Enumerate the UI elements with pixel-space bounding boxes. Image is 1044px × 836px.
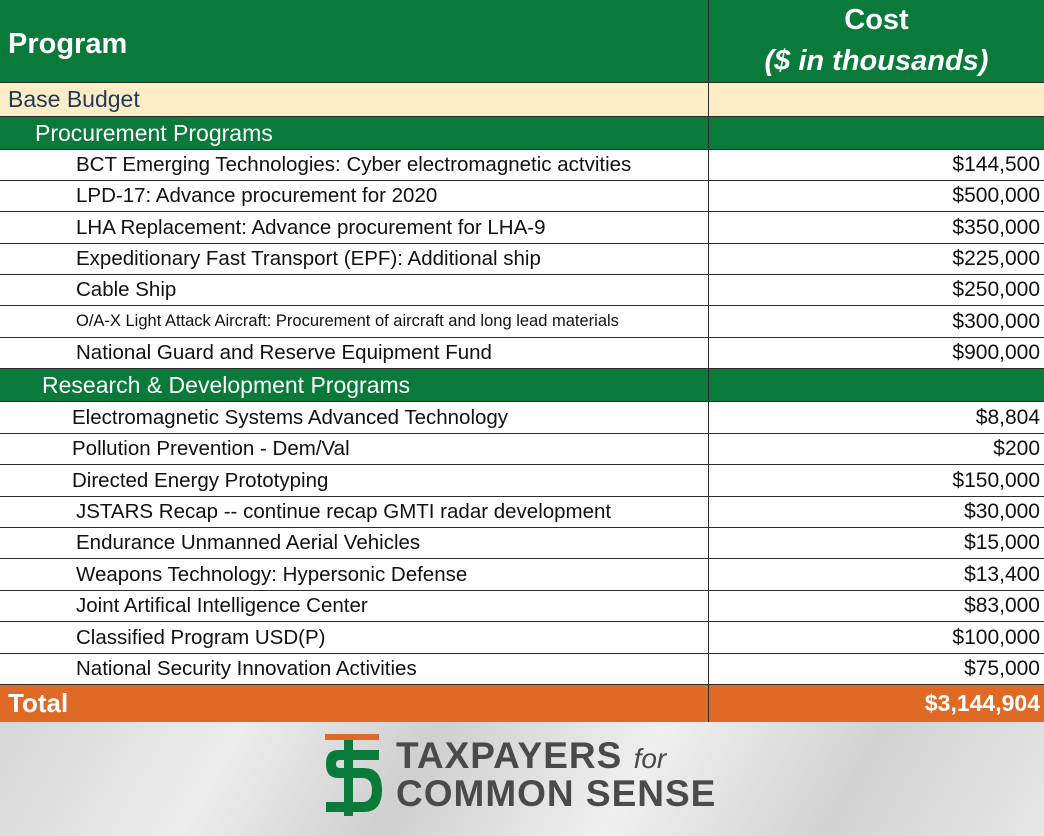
program-cost: $200 (993, 437, 1040, 460)
program-name: Pollution Prevention - Dem/Val (0, 434, 709, 464)
section-label: Research & Development Programs (0, 369, 709, 401)
program-cost: $100,000 (952, 625, 1040, 649)
table-row: Cable Ship $250,000 (0, 275, 1044, 306)
base-budget-label: Base Budget (0, 83, 709, 116)
base-budget-cost (709, 83, 1044, 116)
program-cost: $30,000 (964, 500, 1040, 523)
program-name: Directed Energy Prototyping (0, 465, 709, 496)
program-cost: $350,000 (952, 215, 1040, 239)
program-name: O/A-X Light Attack Aircraft: Procurement… (0, 306, 709, 337)
table-row: Electromagnetic Systems Advanced Technol… (0, 402, 1044, 434)
program-name: Expeditionary Fast Transport (EPF): Addi… (0, 244, 709, 274)
table-row: Endurance Unmanned Aerial Vehicles $15,0… (0, 528, 1044, 559)
program-cost: $8,804 (975, 405, 1040, 429)
footer-banner: TAXPAYERS for COMMON SENSE (0, 722, 1044, 836)
program-cost: $900,000 (952, 341, 1040, 364)
brand-for: for (633, 743, 667, 774)
program-name: Weapons Technology: Hypersonic Defense (0, 559, 709, 590)
table-row: LPD-17: Advance procurement for 2020 $50… (0, 181, 1044, 212)
table-row: Weapons Technology: Hypersonic Defense $… (0, 559, 1044, 591)
table-row: Directed Energy Prototyping $150,000 (0, 465, 1044, 497)
program-name: Joint Artifical Intelligence Center (0, 591, 709, 621)
table-row: Pollution Prevention - Dem/Val $200 (0, 434, 1044, 465)
program-cost: $225,000 (952, 247, 1040, 270)
program-cost: $144,500 (952, 153, 1040, 176)
program-name: Electromagnetic Systems Advanced Technol… (0, 402, 709, 433)
base-budget-row: Base Budget (0, 83, 1044, 117)
budget-table: Program Cost ($ in thousands) Base Budge… (0, 0, 1044, 722)
section-label: Procurement Programs (0, 117, 709, 149)
program-cost: $500,000 (952, 184, 1040, 207)
table-row: LHA Replacement: Advance procurement for… (0, 212, 1044, 244)
program-cost: $83,000 (964, 594, 1040, 617)
total-cost: $3,144,904 (924, 690, 1040, 716)
cost-header-units: ($ in thousands) (764, 45, 989, 77)
section-research-development: Research & Development Programs (0, 369, 1044, 402)
program-cost: $300,000 (952, 309, 1040, 333)
program-cost: $75,000 (964, 657, 1040, 680)
brand-line-1: TAXPAYERS for (396, 735, 666, 777)
total-label: Total (0, 685, 709, 722)
cost-header-label: Cost (844, 4, 909, 36)
table-row: BCT Emerging Technologies: Cyber electro… (0, 150, 1044, 181)
program-name: LPD-17: Advance procurement for 2020 (0, 181, 709, 211)
total-row: Total $3,144,904 (0, 685, 1044, 722)
program-name: Classified Program USD(P) (0, 622, 709, 653)
program-column-header: Program (0, 0, 709, 82)
table-row: JSTARS Recap -- continue recap GMTI rada… (0, 497, 1044, 528)
program-cost: $15,000 (964, 531, 1040, 554)
program-cost: $150,000 (952, 468, 1040, 492)
section-procurement: Procurement Programs (0, 117, 1044, 150)
program-name: National Security Innovation Activities (0, 654, 709, 684)
program-name: LHA Replacement: Advance procurement for… (0, 212, 709, 243)
table-header: Program Cost ($ in thousands) (0, 0, 1044, 83)
table-row: National Security Innovation Activities … (0, 654, 1044, 685)
program-name: BCT Emerging Technologies: Cyber electro… (0, 150, 709, 180)
program-name: Endurance Unmanned Aerial Vehicles (0, 528, 709, 558)
program-name: JSTARS Recap -- continue recap GMTI rada… (0, 497, 709, 527)
program-cost: $13,400 (964, 562, 1040, 586)
table-row: Expeditionary Fast Transport (EPF): Addi… (0, 244, 1044, 275)
table-row: Joint Artifical Intelligence Center $83,… (0, 591, 1044, 622)
tcs-dollar-logo-icon (325, 734, 382, 816)
table-row: O/A-X Light Attack Aircraft: Procurement… (0, 306, 1044, 338)
table-row: Classified Program USD(P) $100,000 (0, 622, 1044, 654)
cost-column-header: Cost ($ in thousands) (709, 0, 1044, 82)
program-name: National Guard and Reserve Equipment Fun… (0, 338, 709, 368)
brand-line-2: COMMON SENSE (396, 773, 717, 814)
brand-taxpayers: TAXPAYERS (396, 735, 623, 776)
table-row: National Guard and Reserve Equipment Fun… (0, 338, 1044, 369)
program-cost: $250,000 (952, 278, 1040, 301)
program-name: Cable Ship (0, 275, 709, 305)
